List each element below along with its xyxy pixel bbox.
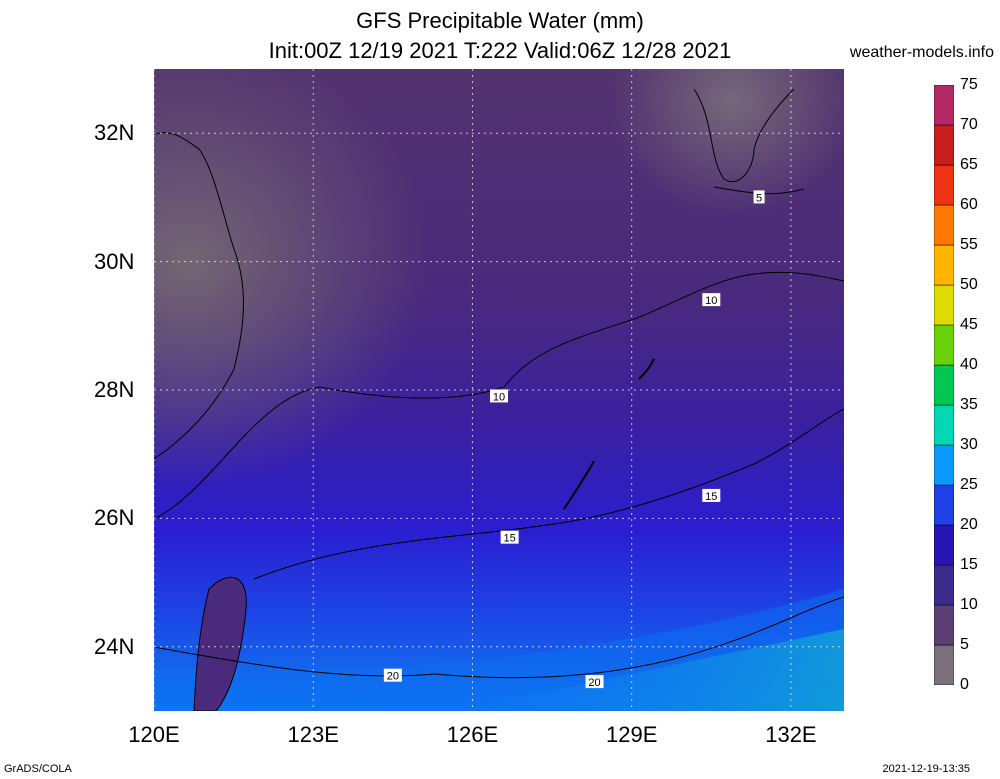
okinawa-island — [563, 460, 595, 510]
contour-label: 10 — [490, 389, 508, 403]
colorbar-label: 5 — [960, 636, 969, 653]
colorbar-label: 50 — [960, 276, 978, 293]
svg-text:15: 15 — [503, 533, 515, 545]
latitude-label: 26N — [94, 505, 135, 531]
svg-text:10: 10 — [705, 295, 717, 307]
svg-text:5: 5 — [756, 192, 762, 204]
colorbar-segment — [934, 404, 954, 446]
svg-text:20: 20 — [588, 677, 600, 689]
colorbar-segment — [934, 524, 954, 566]
colorbar-segment — [934, 204, 954, 246]
contour-label: 20 — [383, 668, 402, 683]
colorbar-label: 0 — [960, 676, 969, 693]
latitude-label: 30N — [94, 248, 135, 274]
contour-label: 10 — [702, 293, 721, 307]
china-coastline — [154, 132, 244, 460]
colorbar-segment — [934, 564, 954, 606]
colorbar-segment — [934, 164, 954, 206]
colorbar-label: 35 — [960, 396, 978, 413]
graticule — [154, 69, 844, 711]
colorbar-segment — [934, 644, 954, 685]
software-credit: GrADS/COLA — [4, 763, 72, 775]
longitude-label: 126E — [446, 722, 499, 747]
contour-15 — [253, 408, 844, 580]
colorbar-label: 75 — [960, 76, 978, 93]
colorbar-segment — [934, 85, 954, 126]
colorbar-segment — [934, 444, 954, 486]
longitude-label: 123E — [287, 722, 339, 747]
colorbar-label: 25 — [960, 476, 978, 493]
colorbar-label: 20 — [960, 516, 978, 533]
map-subtitle: Init:00Z 12/19 2021 T:222 Valid:06Z 12/2… — [268, 38, 732, 63]
colorbar-segment — [934, 124, 954, 166]
map-title: GFS Precipitable Water (mm) — [356, 8, 644, 33]
svg-text:15: 15 — [705, 491, 717, 503]
colorbar-label: 45 — [960, 316, 978, 333]
contour-10 — [154, 271, 844, 520]
longitude-label: 120E — [128, 722, 180, 747]
colorbar-segment — [934, 244, 954, 286]
longitude-label: 132E — [765, 722, 817, 747]
contour-label: 20 — [585, 675, 604, 689]
amami-island — [638, 358, 655, 380]
colorbar-label: 55 — [960, 236, 978, 253]
contour-labels: 5 10 10 15 15 20 20 — [383, 190, 765, 689]
colorbar-label: 65 — [960, 156, 978, 173]
colorbar — [934, 85, 954, 685]
generated-timestamp: 2021-12-19-13:35 — [882, 763, 970, 775]
moist-band-south — [154, 589, 844, 711]
colorbar-segment — [934, 284, 954, 326]
latitude-label: 24N — [94, 633, 135, 659]
site-credit: weather-models.info — [849, 44, 994, 61]
colorbar-label: 60 — [960, 196, 978, 213]
colorbar-segment — [934, 364, 954, 406]
kyushu-coastline — [693, 88, 795, 182]
colorbar-segment — [934, 324, 954, 366]
colorbar-label: 70 — [960, 116, 978, 133]
contour-label: 15 — [702, 488, 721, 503]
contour-label: 15 — [500, 530, 519, 545]
colorbar-label: 15 — [960, 556, 978, 573]
colorbar-segment — [934, 604, 954, 646]
colorbar-label: 40 — [960, 356, 978, 373]
contour-20 — [154, 596, 844, 679]
latitude-label: 28N — [94, 377, 135, 402]
svg-text:10: 10 — [493, 391, 505, 403]
colorbar-label: 10 — [960, 596, 978, 613]
svg-text:20: 20 — [387, 671, 399, 683]
contour-label: 5 — [753, 190, 765, 204]
latitude-label: 32N — [94, 120, 135, 146]
precipitable-water-map: 5 10 10 15 15 20 20 — [154, 69, 844, 711]
longitude-label: 129E — [605, 722, 658, 747]
colorbar-label: 30 — [960, 436, 978, 453]
colorbar-segment — [934, 484, 954, 526]
taiwan-landmass — [193, 576, 247, 711]
